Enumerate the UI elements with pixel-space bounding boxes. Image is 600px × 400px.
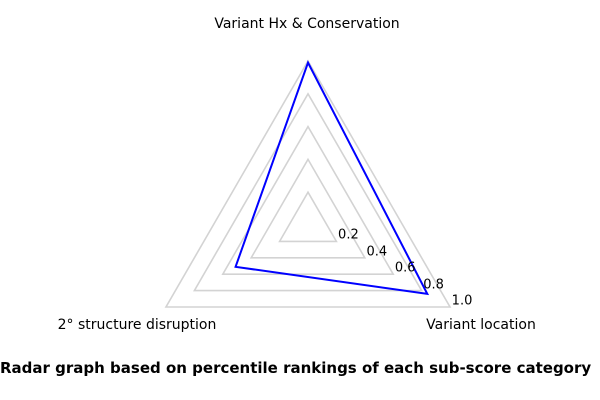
- axis-label-variant-hx-conservation: Variant Hx & Conservation: [214, 16, 400, 32]
- gridline-ring: [164, 59, 452, 308]
- data-polygon: [234, 60, 430, 296]
- radial-tick-1.0: 1.0: [451, 293, 473, 309]
- gridline-ring: [221, 124, 395, 276]
- radial-tick-0.2: 0.2: [338, 227, 359, 243]
- radial-tick-0.4: 0.4: [366, 244, 388, 260]
- figure-caption: Radar graph based on percentile rankings…: [0, 359, 592, 377]
- radial-tick-0.8: 0.8: [423, 277, 444, 293]
- gridline-ring: [278, 190, 338, 243]
- axis-label-variant-location: Variant location: [426, 317, 536, 333]
- radial-tick-0.6: 0.6: [394, 260, 416, 276]
- gridline-ring: [192, 92, 424, 292]
- axis-label-structure-disruption: 2° structure disruption: [57, 317, 217, 333]
- gridline-ring: [249, 157, 367, 259]
